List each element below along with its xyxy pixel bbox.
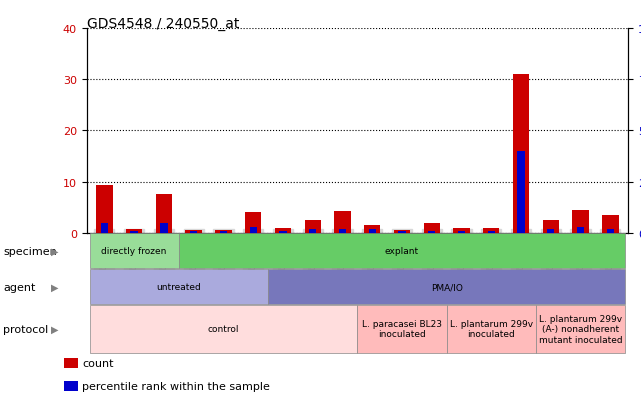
Bar [488, 231, 495, 233]
Bar [424, 223, 440, 233]
Bar [245, 213, 262, 233]
Bar [190, 231, 197, 233]
Bar [309, 229, 317, 233]
Text: specimen: specimen [3, 246, 57, 256]
Bar [249, 227, 257, 233]
Bar [131, 231, 138, 233]
Bar [304, 221, 321, 233]
Bar [275, 228, 291, 233]
Bar [606, 229, 614, 233]
Bar [394, 231, 410, 233]
Text: PMA/IO: PMA/IO [431, 282, 463, 291]
Text: L. plantarum 299v
inoculated: L. plantarum 299v inoculated [450, 319, 533, 339]
Text: control: control [208, 325, 239, 333]
Text: GDS4548 / 240550_at: GDS4548 / 240550_at [87, 17, 239, 31]
Text: ▶: ▶ [51, 282, 58, 292]
Text: untreated: untreated [156, 282, 201, 291]
Text: protocol: protocol [3, 324, 49, 334]
Text: ▶: ▶ [51, 324, 58, 334]
Bar [126, 229, 142, 233]
Text: L. paracasei BL23
inoculated: L. paracasei BL23 inoculated [362, 319, 442, 339]
Bar [547, 229, 554, 233]
Bar [513, 75, 529, 233]
Text: explant: explant [385, 247, 419, 255]
Bar [483, 228, 499, 233]
Bar [220, 231, 227, 233]
Bar [453, 228, 470, 233]
Bar [577, 227, 584, 233]
Bar [458, 231, 465, 233]
Bar [369, 229, 376, 233]
Bar [185, 231, 202, 233]
Text: directly frozen: directly frozen [101, 247, 167, 255]
Text: count: count [82, 358, 113, 368]
Bar [517, 152, 525, 233]
Text: L. plantarum 299v
(A-) nonadherent
mutant inoculated: L. plantarum 299v (A-) nonadherent mutan… [538, 314, 622, 344]
Bar [160, 223, 167, 233]
Text: percentile rank within the sample: percentile rank within the sample [82, 381, 270, 391]
Bar [572, 210, 588, 233]
Bar [364, 225, 380, 233]
Bar [156, 195, 172, 233]
Bar [398, 231, 406, 233]
Text: agent: agent [3, 282, 36, 292]
Bar [543, 221, 559, 233]
Bar [101, 223, 108, 233]
Bar [339, 229, 346, 233]
Bar [602, 216, 619, 233]
Bar [279, 231, 287, 233]
Bar [428, 231, 435, 233]
Bar [335, 212, 351, 233]
Bar [96, 186, 113, 233]
Bar [215, 231, 231, 233]
Text: ▶: ▶ [51, 246, 58, 256]
